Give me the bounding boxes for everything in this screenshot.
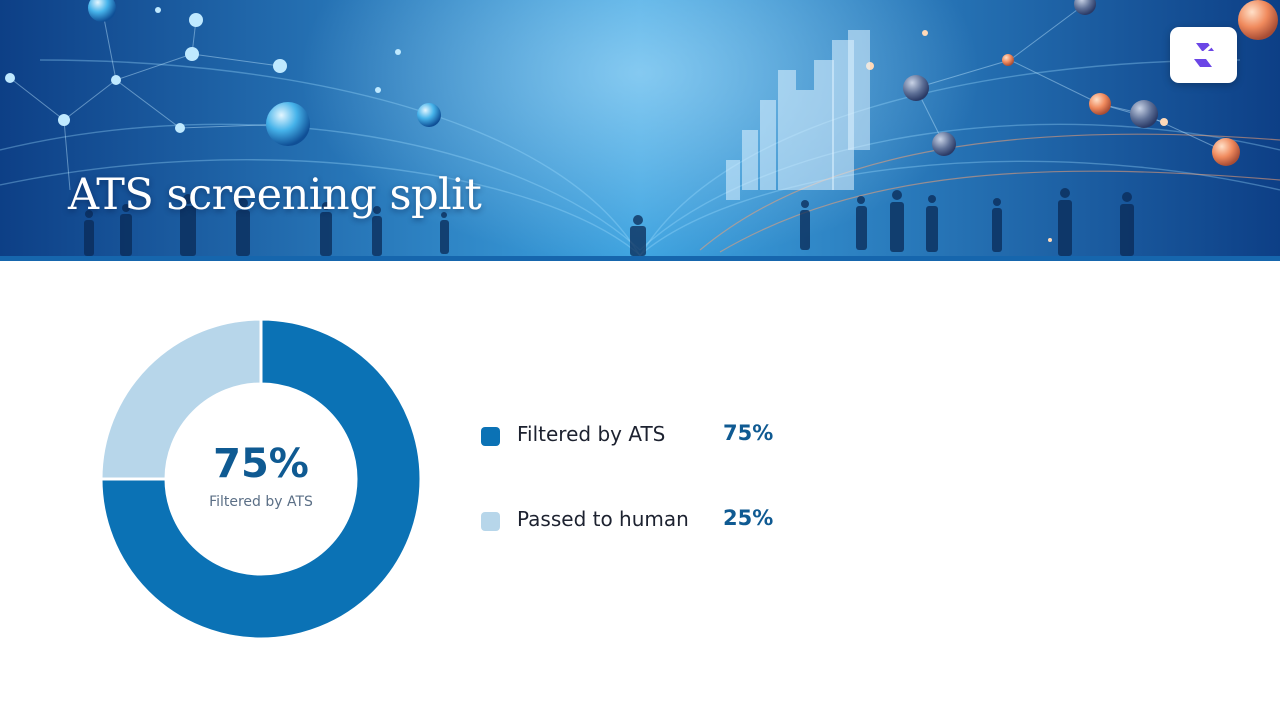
slide-title: ATS screening split [68, 170, 482, 220]
donut-chart: 75% Filtered by ATS [96, 314, 426, 644]
header-banner: ATS screening split [0, 0, 1280, 256]
donut-slice-filtered [99, 317, 423, 641]
donut-svg [99, 317, 423, 641]
chart-legend: Filtered by ATS 75% Passed to human 25% [481, 418, 841, 588]
legend-value-filtered: 75% [723, 421, 774, 445]
banner-divider [0, 256, 1280, 261]
brand-logo-icon [1193, 43, 1214, 67]
legend-swatch-passed [481, 512, 500, 531]
legend-label-passed: Passed to human [517, 507, 689, 531]
donut-slice-passed [99, 317, 263, 481]
legend-label-filtered: Filtered by ATS [517, 422, 666, 446]
legend-swatch-filtered [481, 427, 500, 446]
legend-item-filtered: Filtered by ATS 75% [481, 418, 841, 456]
legend-value-passed: 25% [723, 506, 774, 530]
brand-logo[interactable] [1170, 27, 1237, 83]
legend-item-passed: Passed to human 25% [481, 503, 841, 541]
banner-illustration [0, 0, 1280, 256]
